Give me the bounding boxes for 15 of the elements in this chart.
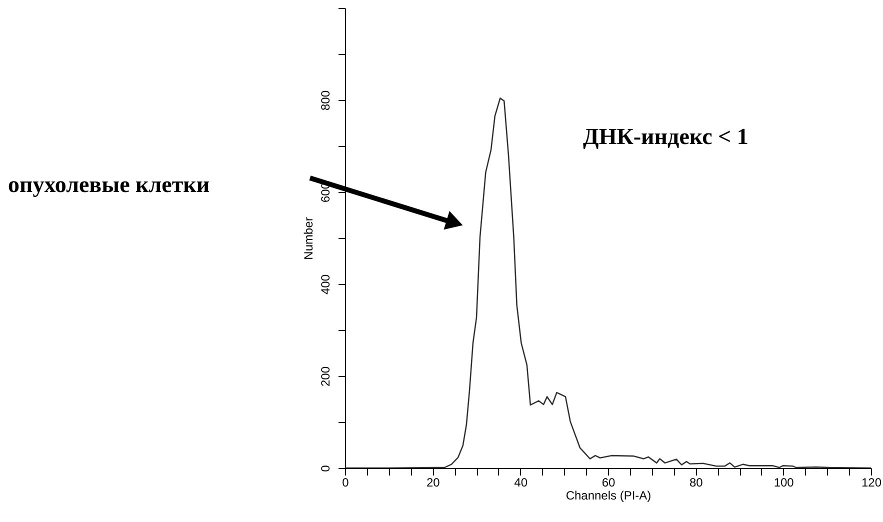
x-tick-label: 60 (602, 476, 616, 490)
y-tick-label: 200 (318, 366, 332, 387)
y-tick-label: 0 (318, 464, 332, 472)
x-tick-label: 20 (426, 476, 440, 490)
text: опухолевые клетки (8, 172, 210, 197)
x-tick-label: 0 (342, 476, 350, 490)
y-tick-label: 400 (318, 274, 332, 295)
x-axis-title: Channels (PI-A) (566, 488, 652, 502)
y-tick-label: 800 (318, 90, 332, 111)
annotation: ДНК-индекс < 1 (583, 124, 748, 149)
y-axis-title: Number (302, 217, 316, 260)
x-tick-label: 120 (861, 476, 882, 490)
x-tick-label: 100 (774, 476, 794, 490)
x-tick-label: 40 (514, 476, 528, 490)
x-tick-label: 80 (689, 476, 704, 490)
